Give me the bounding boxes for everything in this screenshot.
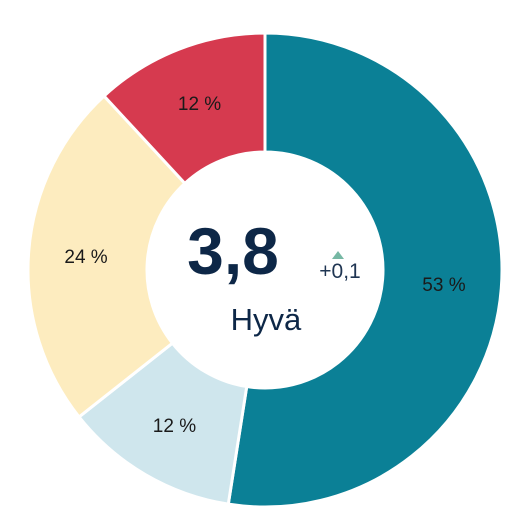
slices-layer [26, 31, 504, 509]
slice-label: 53 % [422, 275, 465, 296]
donut-hole [147, 152, 383, 388]
center-rating-label: Hyvä [231, 302, 302, 337]
slice-label: 12 % [178, 94, 221, 115]
trend-up-arrow-icon [332, 251, 344, 259]
center-change-value: +0,1 [319, 260, 360, 283]
center-score-value: 3,8 [187, 214, 279, 288]
slice-label: 12 % [153, 416, 196, 437]
slice-label: 24 % [64, 247, 107, 268]
slice-labels: 53 % 12 % 24 % 12 % [64, 94, 465, 437]
